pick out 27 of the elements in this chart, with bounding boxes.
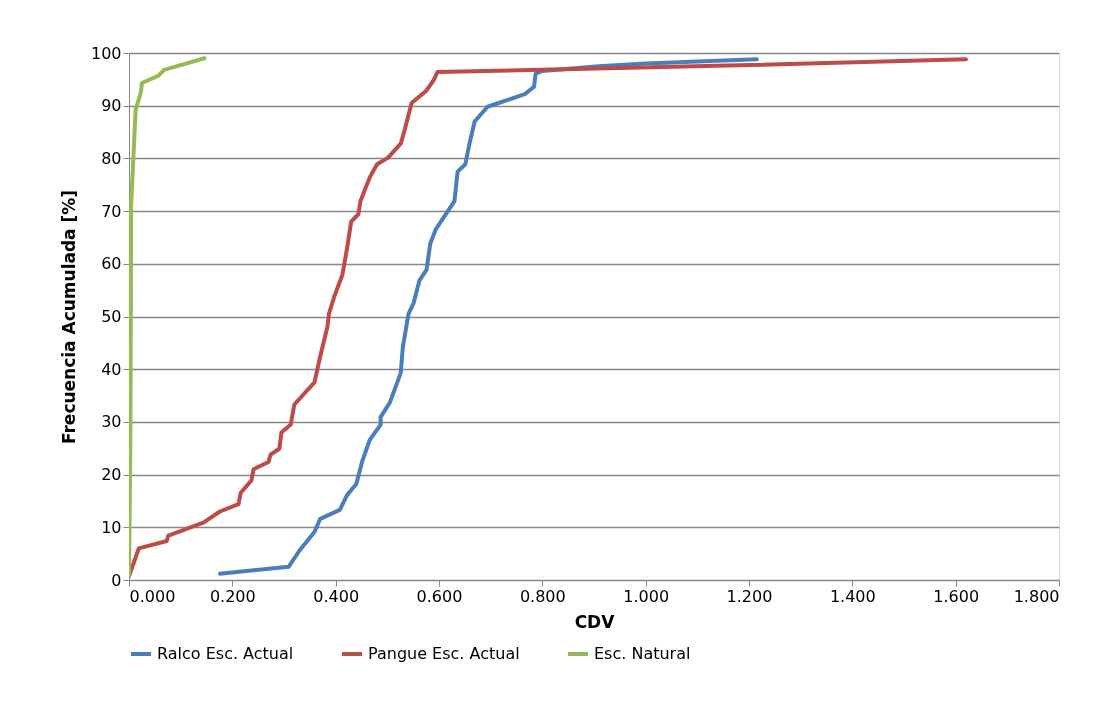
- y-tick-label: 10: [101, 517, 122, 537]
- y-tick-label: 70: [101, 201, 122, 221]
- line-series: [217, 57, 759, 576]
- x-tick-label: 0.600: [416, 586, 463, 606]
- y-tick-label: 60: [101, 254, 122, 274]
- x-tick-label: 1.800: [1013, 586, 1060, 606]
- x-tick-label: 1.200: [726, 586, 773, 606]
- x-tick-label: 0.400: [313, 586, 360, 606]
- x-tick-label: 0.800: [519, 586, 566, 606]
- legend-label: Pangue Esc. Actual: [368, 644, 520, 663]
- y-tick-label: 40: [101, 359, 122, 379]
- x-tick-label: 1.600: [933, 586, 980, 606]
- y-tick-label: 90: [101, 96, 122, 116]
- x-axis-title: CDV: [574, 611, 616, 632]
- legend-label: Ralco Esc. Actual: [157, 644, 294, 663]
- x-tick-label: 0.200: [209, 586, 256, 606]
- x-tick-label: 1.400: [829, 586, 876, 606]
- y-tick-label: 20: [101, 465, 122, 485]
- y-tick-label: 80: [101, 148, 122, 168]
- y-tick-label: 30: [101, 412, 122, 432]
- y-axis-title: Frecuencia Acumulada [%]: [58, 189, 79, 445]
- x-tick-label: 0.000: [129, 586, 176, 606]
- legend-label: Esc. Natural: [594, 644, 691, 663]
- y-tick-label: 0: [111, 570, 122, 590]
- y-tick-label: 100: [90, 43, 122, 63]
- y-tick-label: 50: [101, 307, 122, 326]
- x-tick-label: 1.000: [623, 586, 670, 606]
